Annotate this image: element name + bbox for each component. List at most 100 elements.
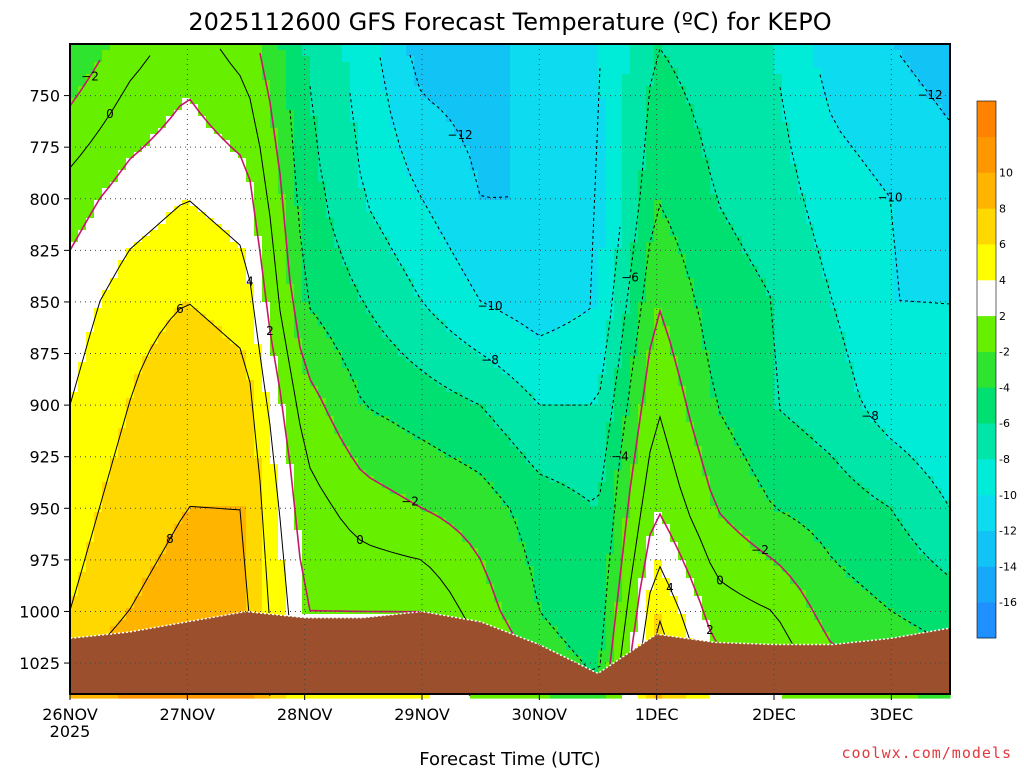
temperature-cell (318, 548, 327, 555)
temperature-cell (254, 122, 263, 129)
temperature-cell (102, 524, 111, 531)
temperature-cell (294, 434, 303, 441)
temperature-cell (246, 260, 255, 267)
temperature-cell (422, 380, 431, 387)
temperature-cell (142, 302, 151, 309)
temperature-cell (214, 476, 223, 483)
temperature-cell (230, 200, 239, 207)
temperature-cell (238, 152, 247, 159)
temperature-cell (118, 566, 127, 573)
temperature-cell (326, 122, 335, 129)
temperature-cell (110, 620, 119, 627)
temperature-cell (182, 176, 191, 183)
temperature-cell (150, 692, 159, 699)
temperature-cell (174, 392, 183, 399)
temperature-cell (78, 98, 87, 105)
temperature-cell (214, 260, 223, 267)
temperature-cell (294, 122, 303, 129)
temperature-cell (102, 44, 111, 51)
temperature-cell (246, 266, 255, 273)
temperature-cell (422, 254, 431, 261)
temperature-cell (422, 224, 431, 231)
temperature-cell (414, 62, 423, 69)
temperature-cell (182, 134, 191, 141)
temperature-cell (134, 92, 143, 99)
temperature-cell (406, 296, 415, 303)
temperature-cell (382, 476, 391, 483)
temperature-cell (302, 506, 311, 513)
temperature-cell (422, 488, 431, 495)
temperature-cell (142, 212, 151, 219)
temperature-cell (374, 278, 383, 285)
temperature-cell (286, 428, 295, 435)
temperature-cell (222, 98, 231, 105)
temperature-cell (86, 542, 95, 549)
temperature-cell (342, 122, 351, 129)
temperature-cell (142, 380, 151, 387)
temperature-cell (286, 692, 295, 699)
temperature-cell (102, 572, 111, 579)
temperature-cell (398, 416, 407, 423)
temperature-cell (422, 188, 431, 195)
temperature-cell (318, 272, 327, 279)
temperature-cell (166, 440, 175, 447)
temperature-cell (246, 302, 255, 309)
temperature-cell (414, 122, 423, 129)
temperature-cell (310, 446, 319, 453)
temperature-cell (342, 254, 351, 261)
temperature-cell (342, 188, 351, 195)
temperature-cell (430, 248, 439, 255)
temperature-cell (286, 206, 295, 213)
temperature-cell (302, 158, 311, 165)
temperature-cell (278, 350, 287, 357)
temperature-cell (334, 542, 343, 549)
temperature-cell (302, 92, 311, 99)
temperature-cell (302, 692, 311, 699)
temperature-cell (310, 440, 319, 447)
temperature-cell (342, 434, 351, 441)
temperature-cell (350, 296, 359, 303)
temperature-cell (286, 560, 295, 567)
temperature-cell (310, 128, 319, 135)
temperature-cell (142, 332, 151, 339)
temperature-cell (390, 512, 399, 519)
temperature-cell (342, 260, 351, 267)
temperature-cell (422, 494, 431, 501)
temperature-cell (334, 158, 343, 165)
temperature-cell (406, 416, 415, 423)
temperature-cell (254, 446, 263, 453)
temperature-cell (318, 494, 327, 501)
temperature-cell (374, 362, 383, 369)
temperature-cell (78, 362, 87, 369)
temperature-cell (302, 566, 311, 573)
temperature-cell (334, 272, 343, 279)
temperature-cell (158, 242, 167, 249)
temperature-cell (142, 488, 151, 495)
temperature-cell (374, 392, 383, 399)
temperature-cell (86, 404, 95, 411)
temperature-cell (374, 128, 383, 135)
temperature-cell (302, 98, 311, 105)
temperature-cell (414, 200, 423, 207)
temperature-cell (78, 284, 87, 291)
temperature-cell (214, 578, 223, 585)
temperature-cell (406, 410, 415, 417)
temperature-cell (94, 140, 103, 147)
temperature-cell (134, 218, 143, 225)
temperature-cell (326, 308, 335, 315)
temperature-cell (214, 428, 223, 435)
temperature-cell (102, 398, 111, 405)
temperature-cell (302, 116, 311, 123)
temperature-cell (350, 374, 359, 381)
temperature-cell (230, 548, 239, 555)
temperature-cell (230, 482, 239, 489)
temperature-cell (318, 140, 327, 147)
temperature-cell (398, 554, 407, 561)
temperature-cell (414, 50, 423, 57)
temperature-cell (126, 446, 135, 453)
temperature-cell (430, 170, 439, 177)
temperature-cell (182, 152, 191, 159)
temperature-cell (182, 560, 191, 567)
temperature-cell (294, 350, 303, 357)
temperature-cell (70, 146, 79, 153)
